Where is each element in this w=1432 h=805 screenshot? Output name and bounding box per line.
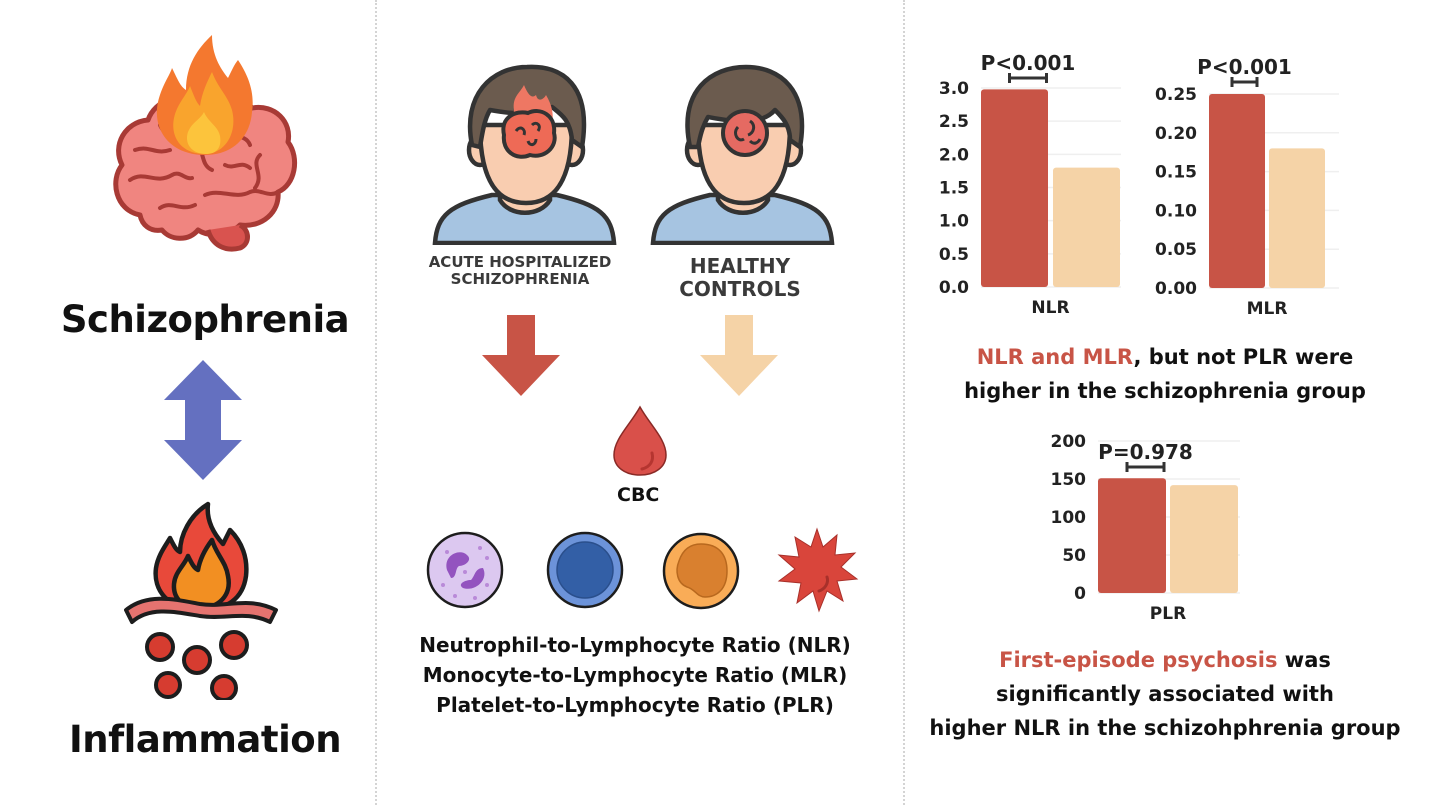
bar-schizophrenia (1098, 478, 1166, 593)
schizophrenia-title: Schizophrenia (60, 298, 350, 341)
y-tick-label: 3.0 (939, 79, 969, 99)
y-tick-label: 2.5 (939, 112, 969, 132)
x-axis-label: MLR (1247, 299, 1288, 319)
monocyte-icon (662, 532, 740, 610)
blood-drop-icon (613, 405, 667, 476)
y-tick-label: 1.0 (939, 212, 969, 232)
summary-first-episode: First-episode psychosis was significantl… (929, 648, 1401, 740)
p-value-annotation: P<0.001 (1197, 55, 1292, 79)
summary-highlight: First-episode psychosis (999, 648, 1278, 672)
brain-icon (113, 91, 298, 252)
plr-chart: 0 50 100 150 200 PLR P=0.978 (1051, 432, 1240, 624)
patient-down-arrow-icon (482, 315, 560, 396)
x-axis-label: PLR (1150, 604, 1186, 624)
y-tick-label: 0.20 (1155, 124, 1197, 144)
bar-schizophrenia (981, 89, 1048, 288)
y-tick-label: 150 (1051, 470, 1087, 490)
nlr-chart: 0.0 0.5 1.0 1.5 2.0 2.5 3.0 NLR P<0.001 (939, 51, 1121, 318)
y-tick-label: 0.25 (1155, 85, 1197, 105)
control-person-icon (650, 64, 835, 245)
ratio-plr: Platelet-to-Lymphocyte Ratio (PLR) (436, 693, 834, 717)
mlr-chart: 0.00 0.05 0.10 0.15 0.20 0.25 MLR P<0.001 (1155, 55, 1339, 319)
p-value-annotation: P=0.978 (1098, 440, 1193, 464)
significance-bracket (1125, 462, 1166, 472)
inflammation-title: Inflammation (68, 718, 342, 761)
y-tick-label: 1.5 (939, 179, 969, 199)
control-down-arrow-icon (700, 315, 778, 396)
y-tick-label: 0.0 (939, 278, 969, 298)
summary-nlr-mlr: NLR and MLR, but not PLR were higher in … (964, 345, 1366, 403)
ratio-list: Neutrophil-to-Lymphocyte Ratio (NLR) Mon… (385, 630, 885, 720)
y-tick-label: 200 (1051, 432, 1087, 452)
bar-healthy-controls (1269, 148, 1325, 288)
tissue-layer (124, 596, 278, 624)
y-tick-label: 0.05 (1155, 240, 1197, 260)
inflamed-brain-icon (501, 85, 557, 159)
divider-right (903, 0, 905, 805)
y-tick-label: 0.00 (1155, 279, 1197, 299)
patient-person-icon (432, 64, 617, 245)
inflammation-icon (124, 501, 278, 700)
divider-left (375, 0, 377, 805)
bar-healthy-controls (1170, 485, 1238, 593)
bar-healthy-controls (1053, 167, 1120, 287)
flame-icon (153, 501, 249, 613)
lymphocyte-icon (546, 531, 624, 609)
brain-icon (721, 109, 769, 157)
x-axis-label: NLR (1031, 298, 1069, 318)
brain-on-fire-icon (113, 35, 298, 252)
platelet-icon (777, 527, 859, 613)
y-tick-label: 0 (1074, 584, 1086, 604)
bidirectional-arrow-icon (164, 360, 242, 480)
blood-cells (145, 630, 249, 700)
y-tick-label: 0.15 (1155, 163, 1197, 183)
y-tick-label: 100 (1051, 508, 1087, 528)
patient-group-label: ACUTE HOSPITALIZED SCHIZOPHRENIA (428, 253, 612, 289)
y-tick-label: 2.0 (939, 145, 969, 165)
p-value-annotation: P<0.001 (981, 51, 1076, 75)
control-group-label: HEALTHY CONTROLS (679, 254, 801, 301)
cbc-label: CBC (617, 484, 660, 506)
y-tick-label: 0.5 (939, 245, 969, 265)
significance-bracket (1008, 73, 1048, 83)
y-tick-label: 0.10 (1155, 201, 1197, 221)
significance-bracket (1230, 77, 1259, 87)
flame-icon (156, 35, 253, 155)
y-tick-label: 50 (1062, 546, 1086, 566)
ratio-mlr: Monocyte-to-Lymphocyte Ratio (MLR) (422, 663, 848, 687)
summary-highlight: NLR and MLR (976, 345, 1134, 369)
bar-schizophrenia (1209, 94, 1265, 288)
neutrophil-icon (426, 531, 504, 609)
ratio-nlr: Neutrophil-to-Lymphocyte Ratio (NLR) (419, 633, 851, 657)
